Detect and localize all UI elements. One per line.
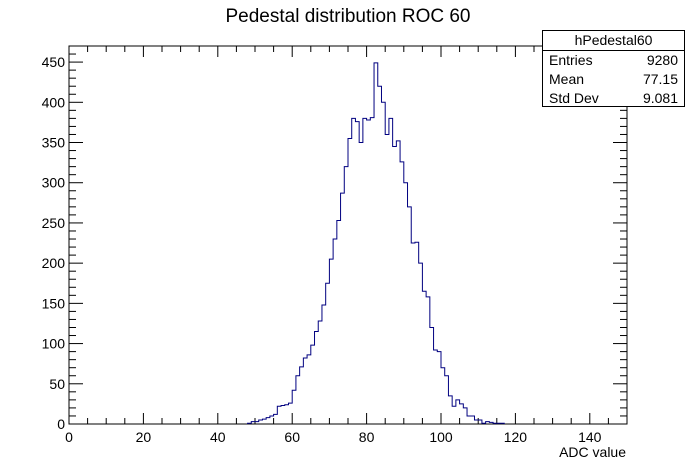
y-tick-label: 250 xyxy=(42,215,66,231)
x-axis-title: ADC value xyxy=(559,444,626,460)
stats-row-entries: Entries 9280 xyxy=(543,51,684,70)
x-tick-label: 80 xyxy=(359,429,375,445)
stats-box: hPedestal60 Entries 9280 Mean 77.15 Std … xyxy=(542,30,685,107)
stats-row-mean: Mean 77.15 xyxy=(543,70,684,89)
x-tick-label: 60 xyxy=(284,429,300,445)
y-tick-label: 400 xyxy=(42,94,66,110)
stats-value-stddev: 9.081 xyxy=(642,90,678,106)
x-tick-label: 120 xyxy=(504,429,528,445)
x-tick-label: 40 xyxy=(210,429,226,445)
stats-value-mean: 77.15 xyxy=(642,71,678,87)
y-tick-label: 350 xyxy=(42,135,66,151)
stats-row-stddev: Std Dev 9.081 xyxy=(543,89,684,108)
x-tick-label: 100 xyxy=(429,429,453,445)
stats-label-mean: Mean xyxy=(549,71,585,87)
y-tick-label: 50 xyxy=(49,376,65,392)
y-tick-label: 450 xyxy=(42,54,66,70)
y-tick-label: 300 xyxy=(42,175,66,191)
y-tick-label: 200 xyxy=(42,255,66,271)
stats-box-title: hPedestal60 xyxy=(543,31,684,51)
stats-value-entries: 9280 xyxy=(646,52,678,68)
stats-label-stddev: Std Dev xyxy=(549,90,599,106)
y-tick-label: 0 xyxy=(57,416,65,432)
histogram-line xyxy=(247,62,505,424)
x-tick-label: 140 xyxy=(578,429,602,445)
x-tick-label: 0 xyxy=(65,429,73,445)
x-tick-label: 20 xyxy=(136,429,152,445)
tick-labels: 0 20 40 60 80 100 120 140 0 50 100 150 200 250 300 350 4… xyxy=(42,54,602,445)
stats-label-entries: Entries xyxy=(549,52,593,68)
chart-title: Pedestal distribution ROC 60 xyxy=(225,6,471,27)
y-tick-label: 150 xyxy=(42,295,66,311)
y-tick-label: 100 xyxy=(42,336,66,352)
